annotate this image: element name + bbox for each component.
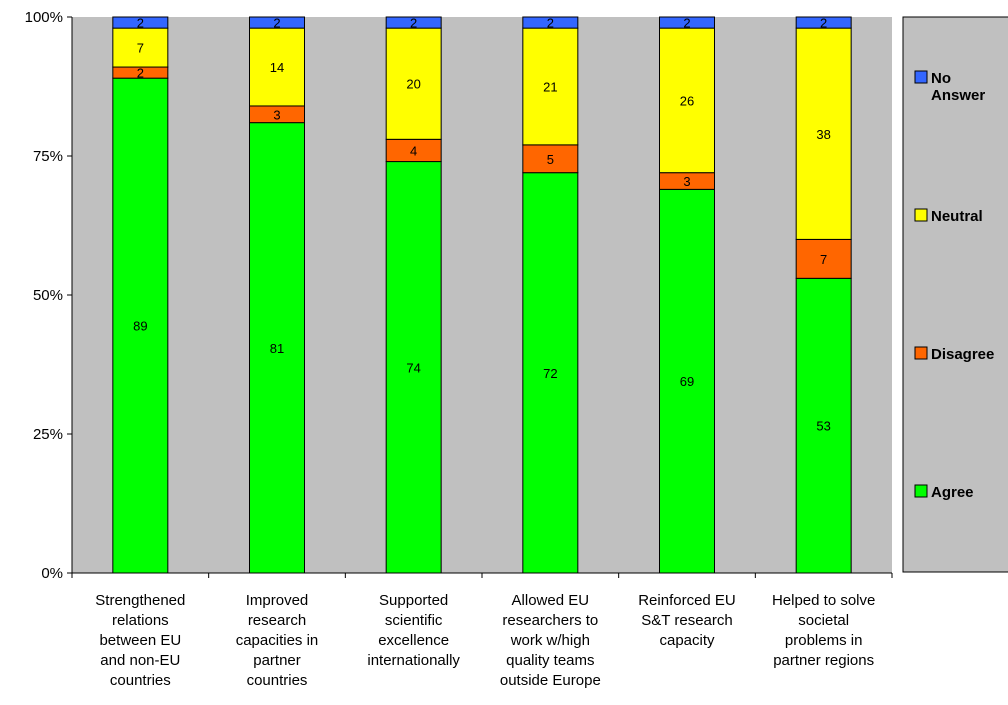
legend-swatch-agree — [914, 484, 928, 498]
legend-label-disagree: Disagree — [931, 346, 994, 363]
data-label-neutral: 21 — [543, 80, 557, 95]
data-label-no-answer: 2 — [410, 16, 417, 31]
legend-box — [902, 16, 1008, 573]
legend-swatch-no-answer — [914, 70, 928, 84]
data-label-agree: 74 — [406, 360, 420, 375]
y-tick-label: 0% — [41, 565, 63, 582]
data-label-disagree: 2 — [137, 66, 144, 81]
bar-segment-no-answer — [795, 16, 852, 29]
legend-label-agree: Agree — [931, 484, 974, 501]
data-label-neutral: 20 — [406, 77, 420, 92]
bar-segment-no-answer — [522, 16, 579, 29]
data-label-no-answer: 2 — [273, 16, 280, 31]
x-category-label: Reinforced EU S&T research capacity — [638, 592, 736, 649]
legend-label-no-answer: No Answer — [931, 70, 985, 104]
bar-segment-agree — [522, 172, 579, 574]
bar-segment-disagree — [795, 238, 852, 279]
bar-segment-no-answer — [249, 16, 305, 29]
bar-segment-no-answer — [659, 16, 715, 29]
data-label-disagree: 4 — [410, 143, 417, 158]
legend-label-neutral: Neutral — [931, 208, 983, 225]
data-label-disagree: 3 — [683, 174, 690, 189]
x-ticks — [71, 573, 893, 578]
data-label-no-answer: 2 — [137, 16, 144, 31]
x-category-label: Allowed EU researchers to work w/high quali… — [500, 592, 601, 689]
bar-segment-agree — [659, 188, 715, 574]
data-label-agree: 69 — [680, 374, 694, 389]
legend: No Answer Neutral Disagree Agree — [902, 16, 1008, 573]
y-tick-label: 100% — [25, 9, 63, 26]
data-label-neutral: 14 — [270, 60, 284, 75]
data-label-neutral: 26 — [680, 93, 694, 108]
data-label-neutral: 38 — [816, 127, 830, 142]
data-label-no-answer: 2 — [820, 16, 827, 31]
x-labels: Strengthened relations between EU and non-E… — [95, 592, 875, 689]
x-category-label: Supported scientific excellence internation… — [367, 592, 460, 669]
data-label-agree: 53 — [816, 419, 830, 434]
data-label-no-answer: 2 — [547, 16, 554, 31]
bar-segment-neutral — [522, 27, 579, 146]
bar-segment-neutral — [249, 27, 305, 107]
legend-swatch-neutral — [914, 208, 928, 222]
bar-segment-no-answer — [112, 16, 169, 29]
bar-segment-agree — [249, 122, 305, 574]
data-label-disagree: 3 — [273, 107, 280, 122]
data-label-neutral: 7 — [137, 41, 144, 56]
bar-segment-no-answer — [385, 16, 442, 29]
data-label-disagree: 7 — [820, 252, 827, 267]
x-category-label: Helped to solve societal problems in partne… — [772, 592, 875, 669]
data-label-no-answer: 2 — [683, 16, 690, 31]
bar-segment-neutral — [659, 27, 715, 174]
legend-swatch-disagree — [914, 346, 928, 360]
data-label-agree: 81 — [270, 341, 284, 356]
y-tick-label: 25% — [33, 426, 63, 443]
y-tick-label: 50% — [33, 287, 63, 304]
y-ticks: 0% 25% 50% 75% 100% — [25, 9, 72, 582]
x-category-label: Improved research capacities in partner coun… — [236, 592, 319, 689]
data-label-agree: 89 — [133, 319, 147, 334]
y-tick-label: 75% — [33, 148, 63, 165]
plot-area — [72, 17, 892, 573]
bars — [112, 16, 852, 574]
bar-segment-agree — [112, 77, 169, 574]
bar-segment-agree — [385, 161, 442, 574]
data-label-disagree: 5 — [547, 152, 554, 167]
bar-segment-neutral — [795, 27, 852, 240]
x-category-label: Strengthened relations between EU and non-E… — [95, 592, 185, 689]
data-label-agree: 72 — [543, 366, 557, 381]
bar-segment-neutral — [112, 27, 169, 68]
bar-segment-agree — [795, 277, 852, 574]
